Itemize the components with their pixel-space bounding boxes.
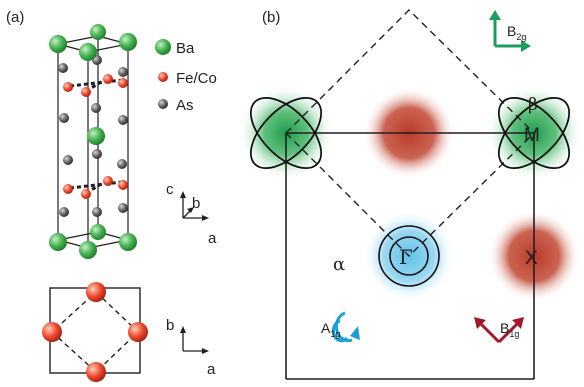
fe-plane-top: [69, 76, 123, 93]
b2g-label: B2g: [507, 23, 526, 42]
beta-label: β: [528, 95, 538, 115]
ba-atom: [79, 43, 97, 61]
ba-atom: [79, 241, 97, 259]
fe-atoms: [63, 74, 128, 199]
as-atom: [58, 63, 68, 73]
axes-triad-top: [180, 191, 209, 221]
as-atom: [118, 67, 128, 77]
b1g-label: B1g: [500, 320, 519, 339]
legend-fe-marker: [158, 72, 168, 82]
brillouin-zone: [285, 132, 535, 380]
x-point-label: X: [525, 248, 538, 269]
as-atom: [92, 149, 102, 159]
m-point-label: M: [524, 125, 540, 146]
a1g-symbol: A1g: [321, 311, 360, 343]
fe-site-top: [86, 282, 106, 302]
as-atom: [63, 155, 73, 165]
axis-b-label-bottom: b: [166, 317, 174, 334]
as-atom: [92, 207, 102, 217]
as-atom: [59, 207, 69, 217]
fe-atom: [103, 176, 113, 186]
axes-pair-bottom: [180, 326, 209, 354]
legend-ba-label: Ba: [176, 40, 195, 57]
fe-atom: [81, 189, 91, 199]
as-atoms: [58, 55, 128, 217]
fe-atom: [118, 78, 128, 88]
fe-plane-bottom: [69, 178, 123, 195]
legend-ba-marker: [155, 39, 171, 55]
b2g-symbol: B2g: [489, 10, 531, 52]
axis-a-label-top: a: [208, 230, 217, 247]
as-atom: [117, 159, 127, 169]
ba-atom: [90, 24, 106, 40]
fe-atom: [81, 87, 91, 97]
ba-atom: [87, 127, 105, 145]
fe-atom: [63, 184, 73, 194]
legend-feco-label: Fe/Co: [176, 70, 217, 87]
axis-b-label-top: b: [192, 195, 200, 212]
gamma-point-label: Γ: [399, 245, 413, 269]
fe-atom: [63, 82, 73, 92]
fe-site-right: [128, 322, 148, 342]
axis-a-label-bottom: a: [207, 361, 216, 378]
hole-pockets: [378, 225, 440, 287]
fermi-pockets: [238, 85, 582, 302]
fe-site-bottom: [86, 362, 106, 382]
fe-square-lattice: [42, 282, 148, 382]
electron-pockets: [249, 96, 571, 170]
a1g-label: A1g: [321, 320, 340, 339]
alpha-label: α: [333, 254, 345, 275]
atom-legend: Ba Fe/Co As: [155, 39, 217, 114]
fe-site-left: [42, 322, 62, 342]
crystal-structure: [49, 24, 137, 259]
legend-as-marker: [158, 99, 168, 109]
legend-as-label: As: [176, 97, 194, 114]
axis-c-label: c: [166, 181, 174, 198]
ba-atom: [119, 233, 137, 251]
as-atom: [91, 103, 101, 113]
as-atom: [59, 113, 69, 123]
fe-atom: [118, 180, 128, 190]
ba-atom: [90, 224, 106, 240]
ba-atom: [119, 33, 137, 51]
panel-a-label: (a): [6, 9, 24, 26]
fe-atom: [103, 74, 113, 84]
ba-atom: [49, 233, 67, 251]
ba-atoms: [49, 24, 137, 259]
panel-b-label: (b): [262, 9, 280, 26]
as-atom: [118, 115, 128, 125]
folded-zone: [285, 9, 535, 257]
as-atom: [118, 203, 128, 213]
b1g-symbol: B1g: [474, 317, 524, 344]
ba-atom: [49, 35, 67, 53]
